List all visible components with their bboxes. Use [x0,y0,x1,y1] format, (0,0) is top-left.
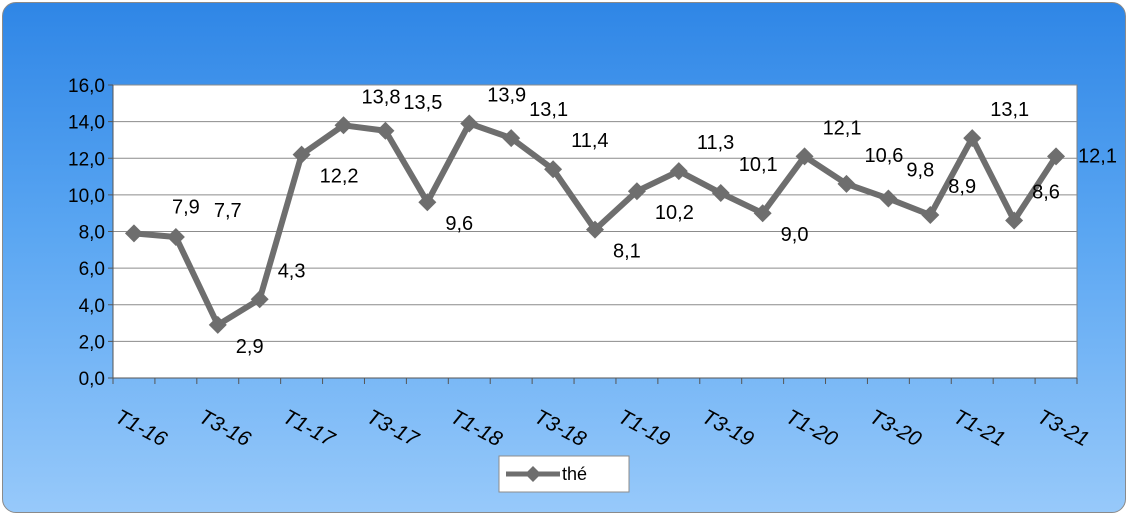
data-point [418,193,437,212]
y-tick-label: 16,0 [68,76,105,97]
y-tick-label: 2,0 [79,332,105,353]
data-point [544,160,563,179]
x-tick-label: T3-19 [698,405,758,451]
legend: thé [498,455,630,493]
data-label: 8,6 [1032,182,1060,204]
data-point [963,129,982,148]
y-tick-label: 4,0 [79,296,105,317]
data-label: 9,0 [781,224,809,246]
data-label: 11,3 [697,132,734,154]
data-point [502,129,521,148]
data-label: 13,9 [487,84,526,106]
data-label: 10,6 [864,145,903,167]
data-label: 7,9 [172,196,200,218]
y-tick-label: 14,0 [68,113,105,134]
x-tick-label: T1-18 [447,405,507,451]
data-label: 7,7 [214,200,242,222]
line-chart: 0,0 2,0 4,0 6,0 8,0 10,0 12,0 14,0 16,0 T1-16 T3-1… [68,76,1117,493]
data-point [376,121,395,140]
data-label: 12,1 [823,117,862,139]
data-label: 4,3 [278,260,306,282]
y-tick-label: 12,0 [68,149,105,170]
x-tick-label: T3-16 [195,405,255,451]
data-label: 8,9 [948,176,976,198]
data-label: 13,8 [362,86,401,108]
data-point [124,224,143,243]
data-point [879,189,898,208]
data-point [586,220,604,239]
data-point [921,206,940,225]
data-label: 9,8 [906,160,934,182]
x-tick-label: T3-18 [531,405,591,451]
data-point [334,116,353,135]
y-tick-label: 0,0 [79,369,105,390]
data-point [460,114,479,133]
x-tick-label: T3-21 [1033,405,1092,451]
data-point [753,204,772,223]
x-tick-label: T1-21 [950,405,1009,451]
data-point [1005,211,1024,230]
data-label: 13,5 [403,92,442,114]
data-point [711,184,730,203]
data-label: 10,1 [739,154,778,176]
data-label: 12,1 [1078,145,1117,167]
y-tick-label: 6,0 [79,259,105,280]
data-label: 10,2 [655,202,694,224]
data-label: 2,9 [236,336,264,358]
data-point [669,162,688,181]
data-point [837,174,856,193]
data-point [250,290,269,309]
data-point [292,145,311,164]
data-labels: 7,9 7,72,94,312,213,8 13,59,613,913,111,48… [172,84,1117,357]
y-tick-label: 8,0 [79,223,105,244]
series-the [124,114,1066,334]
data-point [208,315,227,334]
legend-marker [525,466,541,482]
data-point [627,182,646,201]
x-tick-label: T1-19 [614,405,674,451]
x-tick-label: T3-17 [363,405,423,452]
x-tick-label: T3-20 [866,405,926,451]
data-label: 9,6 [445,213,473,235]
data-label: 11,4 [571,130,608,152]
data-point [166,227,185,246]
data-label: 12,2 [320,166,359,188]
data-label: 13,1 [990,99,1029,121]
x-tick-label: T1-16 [111,405,171,451]
data-label: 8,1 [613,241,641,263]
x-tick-label: T1-17 [279,405,339,452]
legend-label: thé [562,464,587,484]
y-tick-label: 10,0 [68,186,105,207]
data-point [1047,147,1066,166]
x-tick-label: T1-20 [782,405,842,451]
data-label: 13,1 [529,99,568,121]
data-point [795,147,814,166]
